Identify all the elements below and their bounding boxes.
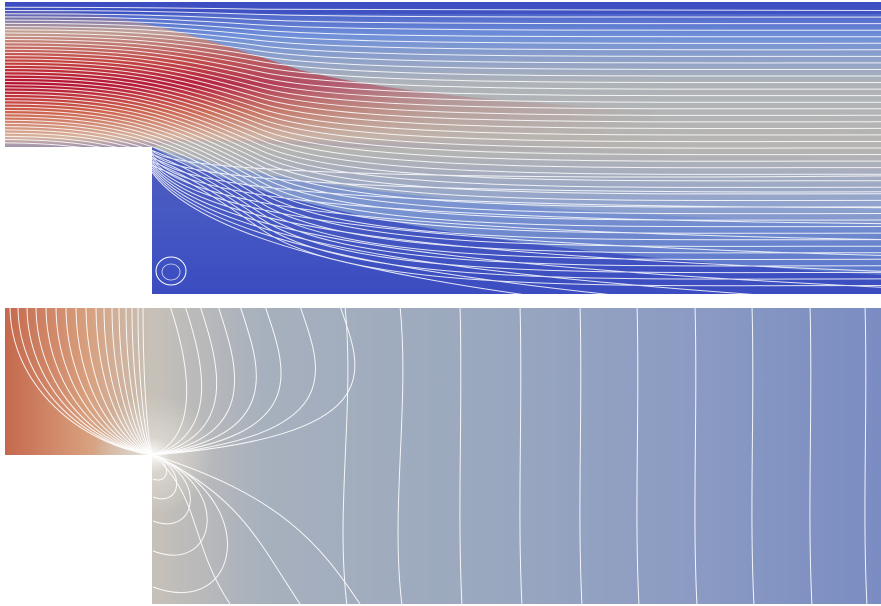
isoline [75,308,154,456]
isoline [152,308,257,456]
recirculation-zone [152,147,881,294]
streamline [5,35,881,71]
isoline [152,308,356,456]
pressure-field-panel [0,306,881,606]
isoline [342,308,349,604]
streamline-set [5,6,881,294]
streamline [151,167,881,294]
streamline [5,87,881,175]
isoline [809,308,813,604]
isoline [55,308,154,456]
isoline [125,308,154,456]
streamline [5,61,881,123]
isoline [152,454,178,500]
streamline [5,84,881,169]
isoline [152,308,218,456]
streamline [5,129,881,261]
streamline [151,171,881,294]
streamline [5,16,881,31]
streamline [5,32,881,64]
streamline [5,93,881,188]
streamline [5,132,881,267]
pressure-contour-plot [5,308,881,604]
isoline [152,454,301,604]
streamline [5,100,881,202]
streamline [5,77,881,156]
streamline [5,71,881,143]
isoline [459,308,463,604]
streamline [5,90,881,182]
streamline [5,26,881,51]
streamline [5,10,881,18]
isoline [152,308,282,456]
streamline [5,68,881,136]
streamline [151,163,881,272]
isoline [95,308,154,456]
isoline [142,308,154,456]
streamline [5,81,881,162]
isoline [519,308,523,604]
streamline [5,113,881,228]
streamline [5,29,881,57]
streamline [5,6,881,12]
isoline [152,454,191,525]
isoline [751,308,755,604]
streamline [151,165,881,288]
streamline [151,154,881,209]
streamline [151,158,881,240]
isoline [152,308,316,456]
streamline [5,58,881,116]
streamline [5,42,881,84]
streamline [5,55,881,110]
isoline [118,308,154,456]
isoline [152,308,235,456]
isoline [65,308,154,456]
streamline [5,19,881,38]
isoline [152,454,208,556]
isoline [103,308,154,456]
streamline [5,74,881,149]
isoline [579,308,583,604]
isoline [152,308,188,456]
isoline [111,308,154,456]
streamline [151,160,881,256]
streamline [151,169,881,294]
isoline [864,308,868,604]
streamline [5,116,881,234]
streamline [5,51,881,103]
isoline [35,308,154,456]
velocity-streamline-plot [5,2,881,294]
corner-eddy [155,256,187,286]
velocity-field-panel [0,0,881,296]
streamline [151,149,881,178]
streamline [5,13,881,25]
isoline [137,308,154,456]
streamline [151,152,881,193]
isoline [397,308,404,604]
streamline [5,97,881,195]
pressure-isoline-set [9,308,868,604]
isoline [17,308,154,456]
streamline [5,39,881,77]
isoline [131,308,154,456]
isoline [26,308,154,456]
streamline [5,126,881,254]
streamline [5,64,881,129]
isoline [45,308,154,456]
streamline [151,156,881,225]
isoline [152,454,231,604]
streamline [5,48,881,97]
streamline [5,119,881,241]
streamline [5,45,881,90]
streamline [5,22,881,44]
isoline [636,308,640,604]
isoline [694,308,698,604]
streamline [5,106,881,215]
isoline [152,454,228,594]
isoline [152,308,203,456]
streamline [5,122,881,247]
isoline [85,308,154,456]
